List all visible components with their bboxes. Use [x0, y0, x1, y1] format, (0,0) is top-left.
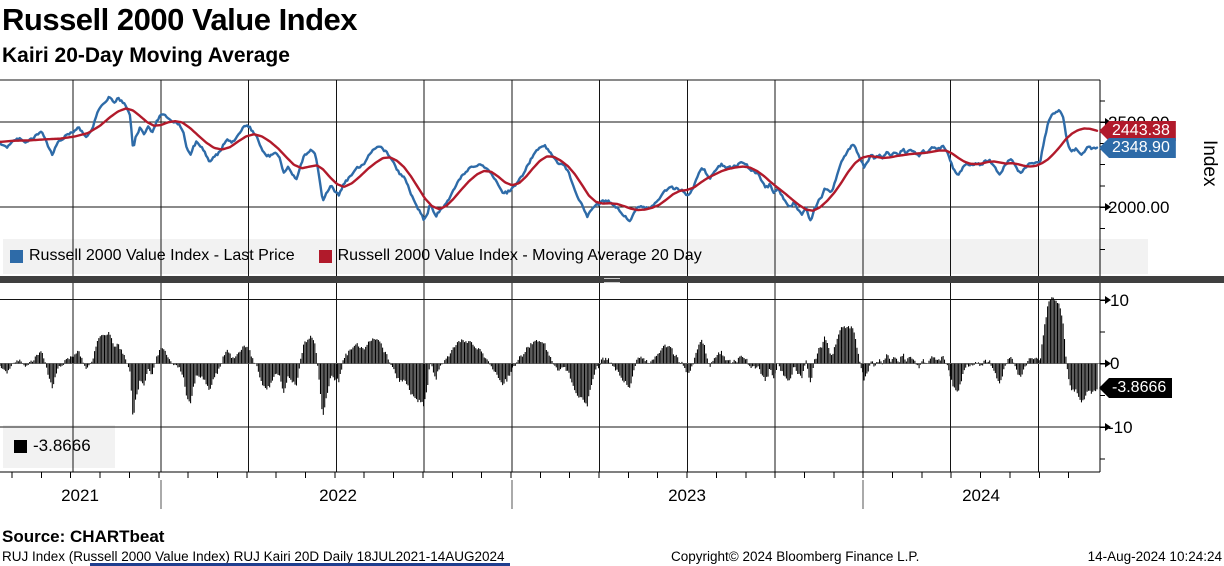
- xtick-2024: 2024: [962, 486, 1000, 505]
- page-subtitle: Kairi 20-Day Moving Average: [2, 44, 290, 67]
- bottom-scroll-indicator: [90, 563, 510, 566]
- kairi-value-flag: -3.8666: [1099, 378, 1173, 398]
- timestamp: 14-Aug-2024 10:24:24: [1087, 549, 1222, 564]
- kairi-legend: -3.8666: [14, 436, 91, 456]
- kairi-legend-value: -3.8666: [33, 436, 91, 455]
- divider-drag-handle-icon[interactable]: [604, 278, 620, 283]
- ytick-2000: 2000.00: [1108, 198, 1170, 217]
- moving-average-swatch-icon: [318, 249, 332, 263]
- top-legend: Russell 2000 Value Index - Last Price Ru…: [10, 247, 702, 265]
- last-price-swatch-icon: [10, 249, 23, 263]
- page-title: Russell 2000 Value Index: [2, 2, 358, 37]
- xtick-2022: 2022: [319, 486, 357, 505]
- panel-divider[interactable]: [0, 276, 1224, 283]
- legend-moving-average-label[interactable]: Russell 2000 Value Index - Moving Averag…: [337, 247, 702, 264]
- security-info: RUJ Index (Russell 2000 Value Index) RUJ…: [2, 549, 505, 564]
- ytick-minus10: -10: [1108, 418, 1133, 437]
- copyright: Copyright© 2024 Bloomberg Finance L.P.: [671, 549, 920, 564]
- ma-price-flag: 2443.38: [1099, 121, 1176, 141]
- top-legend-strip: [3, 239, 1148, 274]
- xtick-2023: 2023: [668, 486, 706, 505]
- ytick-0: 0: [1110, 354, 1120, 373]
- yaxis-title: Index: [1199, 140, 1220, 187]
- xtick-2021: 2021: [61, 486, 99, 505]
- ytick-10: 10: [1110, 291, 1129, 310]
- last-price-flag: 2348.90: [1099, 138, 1176, 158]
- source-label: Source: CHARTbeat: [2, 527, 165, 546]
- kairi-swatch-icon: [14, 439, 27, 453]
- legend-last-price-label[interactable]: Russell 2000 Value Index - Last Price: [29, 247, 295, 264]
